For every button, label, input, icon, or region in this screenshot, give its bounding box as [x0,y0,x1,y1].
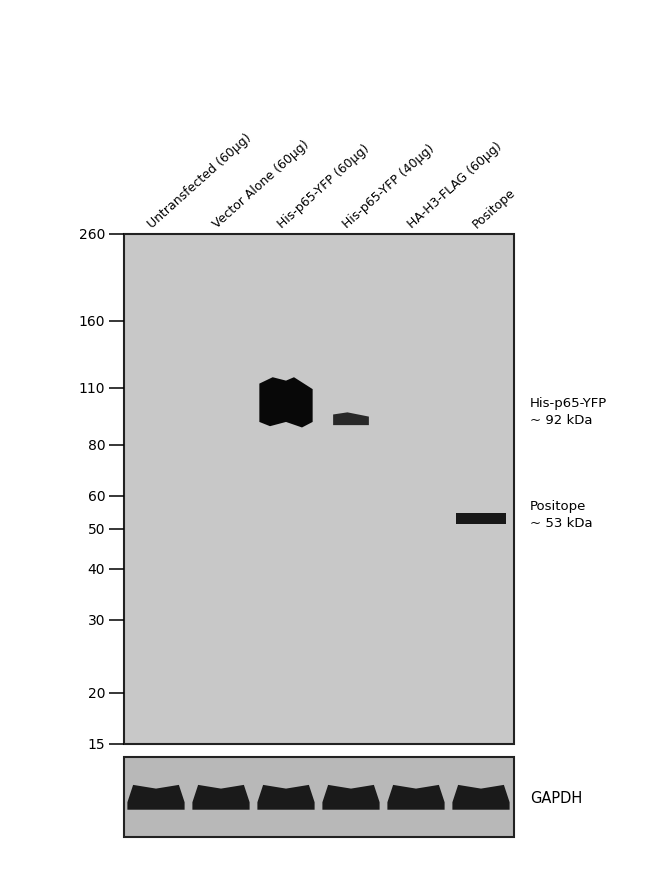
Text: 50: 50 [88,522,105,536]
Text: Positope: Positope [471,185,518,230]
Text: 15: 15 [88,737,105,751]
Text: HA-H3-FLAG (60μg): HA-H3-FLAG (60μg) [406,139,504,230]
Polygon shape [257,785,315,810]
Text: His-p65-YFP
~ 92 kDa: His-p65-YFP ~ 92 kDa [530,396,607,426]
Text: 40: 40 [88,562,105,576]
Text: Vector Alone (60μg): Vector Alone (60μg) [211,137,311,230]
Polygon shape [333,413,369,425]
Polygon shape [452,785,510,810]
FancyBboxPatch shape [124,758,514,837]
Text: His-p65-YFP (40μg): His-p65-YFP (40μg) [341,142,437,230]
Polygon shape [127,785,185,810]
Polygon shape [322,785,380,810]
Text: 30: 30 [88,613,105,627]
Text: 110: 110 [79,381,105,395]
Polygon shape [259,377,313,428]
Text: 20: 20 [88,686,105,700]
Text: His-p65-YFP (60μg): His-p65-YFP (60μg) [276,142,372,230]
Text: 160: 160 [79,315,105,329]
Polygon shape [192,785,250,810]
Text: 260: 260 [79,228,105,242]
Text: Positope
~ 53 kDa: Positope ~ 53 kDa [530,500,592,529]
Text: GAPDH: GAPDH [530,790,582,804]
Text: 60: 60 [88,490,105,503]
FancyBboxPatch shape [456,513,506,525]
Text: 80: 80 [88,439,105,452]
FancyBboxPatch shape [124,235,514,744]
Text: Untransfected (60μg): Untransfected (60μg) [146,131,254,230]
Polygon shape [387,785,445,810]
